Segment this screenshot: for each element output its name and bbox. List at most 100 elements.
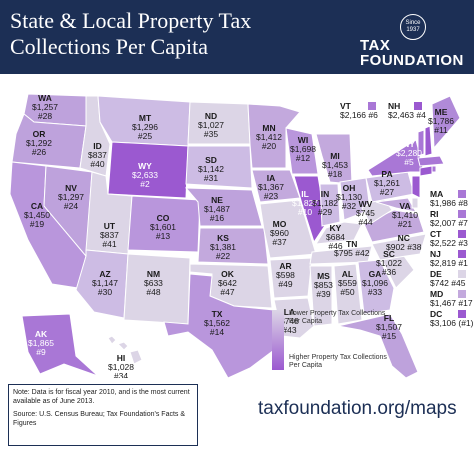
state-me [431, 95, 461, 150]
swatch-nj [458, 250, 466, 258]
us-map: WA $1,257 #28 OR $1,292 #26 CA $1,450 #19 NV $1… [0, 74, 474, 381]
legend-low-label: Lower Property Tax Collections Per Capit… [289, 310, 386, 325]
label-fl: FL $1,507 #15 [376, 313, 402, 341]
label-in: IN $1,182 #29 [312, 189, 338, 217]
label-ky: KY $684 #46 [326, 223, 345, 251]
callout-nh: NH $2,463 #4 [388, 101, 426, 120]
state-co [127, 195, 201, 253]
brand-logo: Since 1937 TAX FOUNDATION [360, 14, 464, 68]
label-la: LA $748 #43 [280, 307, 299, 335]
label-wa: WA $1,257 #28 [32, 93, 58, 121]
state-vt [417, 129, 425, 157]
state-in [319, 183, 341, 227]
state-il [293, 175, 327, 244]
label-ks: KS $1,381 #22 [210, 233, 236, 261]
state-mn [247, 103, 301, 169]
state-wi [285, 127, 319, 175]
label-hi: HI $1,028 #34 [108, 353, 134, 381]
label-va: VA $1,410 #21 [392, 201, 418, 229]
label-ms: MS $853 #39 [314, 271, 333, 299]
label-mo: MO $960 #37 [270, 219, 289, 247]
callout-ma: MA $1,986 #8 [430, 189, 468, 208]
callout-dc: DC $3,106 (#1) [430, 309, 474, 328]
callout-md: MD $1,467 #17 [430, 289, 473, 308]
state-nc [371, 233, 427, 261]
callout-de: DE $742 #45 [430, 269, 466, 288]
map-title: State & Local Property Tax Collections P… [10, 8, 252, 59]
state-ky [315, 221, 363, 245]
swatch-dc [458, 310, 466, 318]
source-text: Source: U.S. Census Bureau; Tax Foundati… [13, 411, 186, 427]
brand-name: TAX FOUNDATION [360, 37, 464, 69]
label-sc: SC $1,022 #36 [376, 249, 402, 277]
state-nh [424, 125, 433, 157]
label-or: OR $1,292 #26 [26, 129, 52, 157]
label-az: AZ $1,147 #30 [92, 269, 118, 297]
state-ct [419, 165, 433, 177]
state-ne [184, 187, 263, 227]
label-ok: OK $642 #47 [218, 269, 237, 297]
label-nc: NC $902 #38 [386, 233, 422, 252]
swatch-ri [458, 210, 466, 218]
legend: Lower Property Tax Collections Per Capit… [272, 310, 472, 372]
label-ny: NY $2,280 #5 [396, 139, 422, 167]
legend-high-label: Higher Property Tax Collections Per Capi… [289, 354, 387, 369]
label-ia: IA $1,367 #23 [258, 173, 284, 201]
label-ut: UT $837 #41 [100, 221, 119, 249]
callout-nj: NJ $2,819 #1 [430, 249, 468, 268]
note-text: Note: Data is for fiscal year 2010, and … [13, 389, 190, 405]
state-hi [107, 335, 143, 365]
state-de [411, 197, 419, 209]
label-ga: GA $1,096 #33 [362, 269, 388, 297]
label-pa: PA $1,261 #27 [374, 169, 400, 197]
state-ks [197, 227, 269, 265]
label-oh: OH $1,130 #32 [336, 183, 362, 211]
state-tx [163, 273, 283, 379]
label-wv: WV $745 #44 [356, 199, 375, 227]
label-co: CO $1,601 #13 [150, 213, 176, 241]
state-ri [431, 165, 437, 173]
swatch-ct [458, 230, 466, 238]
label-wy: WY $2,633 #2 [132, 161, 158, 189]
map-svg [9, 93, 461, 379]
note-box: Note: Data is for fiscal year 2010, and … [8, 384, 198, 446]
label-ne: NE $1,487 #16 [204, 195, 230, 223]
swatch-de [458, 270, 466, 278]
callout-ct: CT $2,522 #3 [430, 229, 468, 248]
state-md [375, 197, 417, 213]
swatch-ma [458, 190, 466, 198]
site-url-link[interactable]: taxfoundation.org/maps [258, 398, 457, 419]
label-nd: ND $1,027 #35 [198, 111, 224, 139]
state-sd [185, 145, 253, 189]
label-mn: MN $1,412 #20 [256, 123, 282, 151]
state-ak [21, 313, 99, 377]
swatch-nh [414, 102, 422, 110]
label-ak: AK $1,865 #9 [28, 329, 54, 357]
label-nm: NM $633 #48 [144, 269, 163, 297]
label-tn: TN $795 #42 [334, 239, 370, 258]
state-wy [107, 141, 189, 199]
label-al: AL $559 #50 [338, 269, 357, 297]
state-ga [357, 259, 395, 315]
swatch-md [458, 290, 466, 298]
label-mt: MT $1,296 #25 [132, 113, 158, 141]
label-sd: SD $1,142 #31 [198, 155, 224, 183]
capitol-seal-icon: Since 1937 [400, 14, 426, 40]
state-ar [269, 257, 313, 299]
swatch-vt [368, 102, 376, 110]
label-ar: AR $598 #49 [276, 261, 295, 289]
state-ms [309, 265, 333, 327]
label-nv: NV $1,297 #24 [58, 183, 84, 211]
label-wi: WI $1,698 #12 [290, 135, 316, 163]
state-nj [411, 175, 421, 199]
state-ma [417, 155, 445, 167]
label-ca: CA $1,450 #19 [24, 201, 50, 229]
callout-ri: RI $2,007 #7 [430, 209, 468, 228]
header-banner: State & Local Property Tax Collections P… [0, 0, 474, 74]
label-me: ME $1,786 #11 [428, 107, 454, 135]
callout-vt: VT $2,166 #6 [340, 101, 378, 120]
label-id: ID $837 #40 [88, 141, 107, 169]
legend-gradient-bar [272, 310, 284, 370]
label-mi: MI $1,453 #18 [322, 151, 348, 179]
label-il: IL $1,827 #10 [292, 189, 318, 217]
